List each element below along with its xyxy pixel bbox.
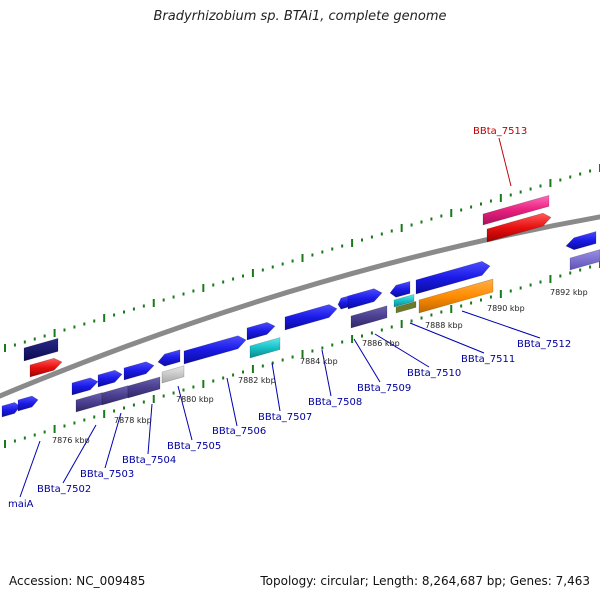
kbp-label-7876: 7876 kbp (52, 436, 90, 445)
kbp-label-7884: 7884 kbp (300, 357, 338, 366)
gene-arrow-red-left (29, 357, 63, 378)
gene-label-BBta_7508[interactable]: BBta_7508 (308, 397, 362, 408)
gene-arrow-BBta_7503 (97, 369, 123, 388)
gene-arrow-BBta_7513-red (486, 212, 552, 243)
kbp-label-7892: 7892 kbp (550, 288, 588, 297)
leader-BBta_7508 (321, 349, 332, 397)
gene-box-purple-1 (75, 392, 103, 413)
gene-box-trna (249, 337, 281, 359)
gene-label-BBta_7511[interactable]: BBta_7511 (461, 354, 515, 365)
gene-box-orange (418, 278, 494, 314)
gene-box-purple-3 (127, 376, 161, 399)
gene-box-olive (395, 300, 417, 314)
gene-arrow-blue-2 (17, 395, 39, 412)
leader-maiA (19, 440, 41, 498)
leader-BBta_7502 (62, 424, 97, 484)
gene-arrow-maiA (1, 402, 21, 418)
leader-BBta_7509 (353, 338, 381, 383)
gene-arrow-right-edge (565, 231, 597, 251)
gene-arrow-small (337, 295, 349, 310)
gene-label-BBta_7502[interactable]: BBta_7502 (37, 484, 91, 495)
gene-arrow-BBta_7510 (389, 280, 411, 298)
genome-title: Bradyrhizobium sp. BTAi1, complete genom… (153, 9, 447, 24)
label-leader-lines (19, 137, 541, 498)
gene-box-BBta_7513 (482, 194, 550, 226)
kbp-label-7882: 7882 kbp (238, 376, 276, 385)
gene-box-navy (23, 337, 59, 362)
gene-label-BBta_7512[interactable]: BBta_7512 (517, 339, 571, 350)
gene-arrow-BBta_7511 (415, 260, 491, 295)
gene-arrow-BBta_7505 (157, 349, 181, 367)
kbp-label-7888: 7888 kbp (425, 321, 463, 330)
gene-label-BBta_7507[interactable]: BBta_7507 (258, 412, 312, 423)
leader-BBta_7507 (271, 362, 281, 412)
leader-BBta_7513 (498, 137, 512, 187)
lower-tick-row (4, 260, 600, 448)
gene-arrow-BBta_7502 (71, 377, 99, 396)
gene-arrow-BBta_7508 (284, 304, 338, 331)
gene-label-BBta_7506[interactable]: BBta_7506 (212, 426, 266, 437)
gene-arrow-BBta_7507 (246, 322, 276, 341)
accession-text: Accession: NC_009485 (9, 574, 146, 588)
gene-arrow-BBta_7504 (123, 361, 155, 381)
gene-features (1, 194, 600, 418)
leader-BBta_7504 (147, 403, 153, 455)
leader-BBta_7506 (226, 377, 238, 427)
leader-BBta_7512 (461, 310, 541, 339)
leader-BBta_7505 (177, 385, 193, 441)
gene-label-BBta_7503[interactable]: BBta_7503 (80, 469, 134, 480)
gene-label-maiA[interactable]: maiA (8, 499, 34, 510)
leader-BBta_7503 (104, 412, 122, 469)
upper-tick-row (4, 164, 600, 352)
kbp-label-7886: 7886 kbp (362, 339, 400, 348)
gene-box-grey (161, 365, 185, 384)
gene-arrow-BBta_7506 (183, 335, 247, 365)
leader-BBta_7510 (374, 333, 430, 368)
leader-BBta_7511 (409, 322, 485, 354)
genome-summary-text: Topology: circular; Length: 8,264,687 bp… (260, 574, 590, 588)
gene-arrow-BBta_7509 (347, 288, 383, 310)
gene-label-BBta_7504[interactable]: BBta_7504 (122, 455, 176, 466)
gene-label-BBta_7513[interactable]: BBta_7513 (473, 126, 527, 137)
gene-label-BBta_7505[interactable]: BBta_7505 (167, 441, 221, 452)
gene-box-lavender (569, 249, 600, 271)
gene-box-purple-2 (101, 385, 129, 406)
gene-label-BBta_7510[interactable]: BBta_7510 (407, 368, 461, 379)
kbp-label-7880: 7880 kbp (176, 395, 214, 404)
gene-label-BBta_7509[interactable]: BBta_7509 (357, 383, 411, 394)
kbp-label-7890: 7890 kbp (487, 304, 525, 313)
gene-box-purple-4 (350, 305, 388, 329)
kbp-label-7878: 7878 kbp (114, 416, 152, 425)
gene-box-cyan-small (393, 293, 415, 308)
